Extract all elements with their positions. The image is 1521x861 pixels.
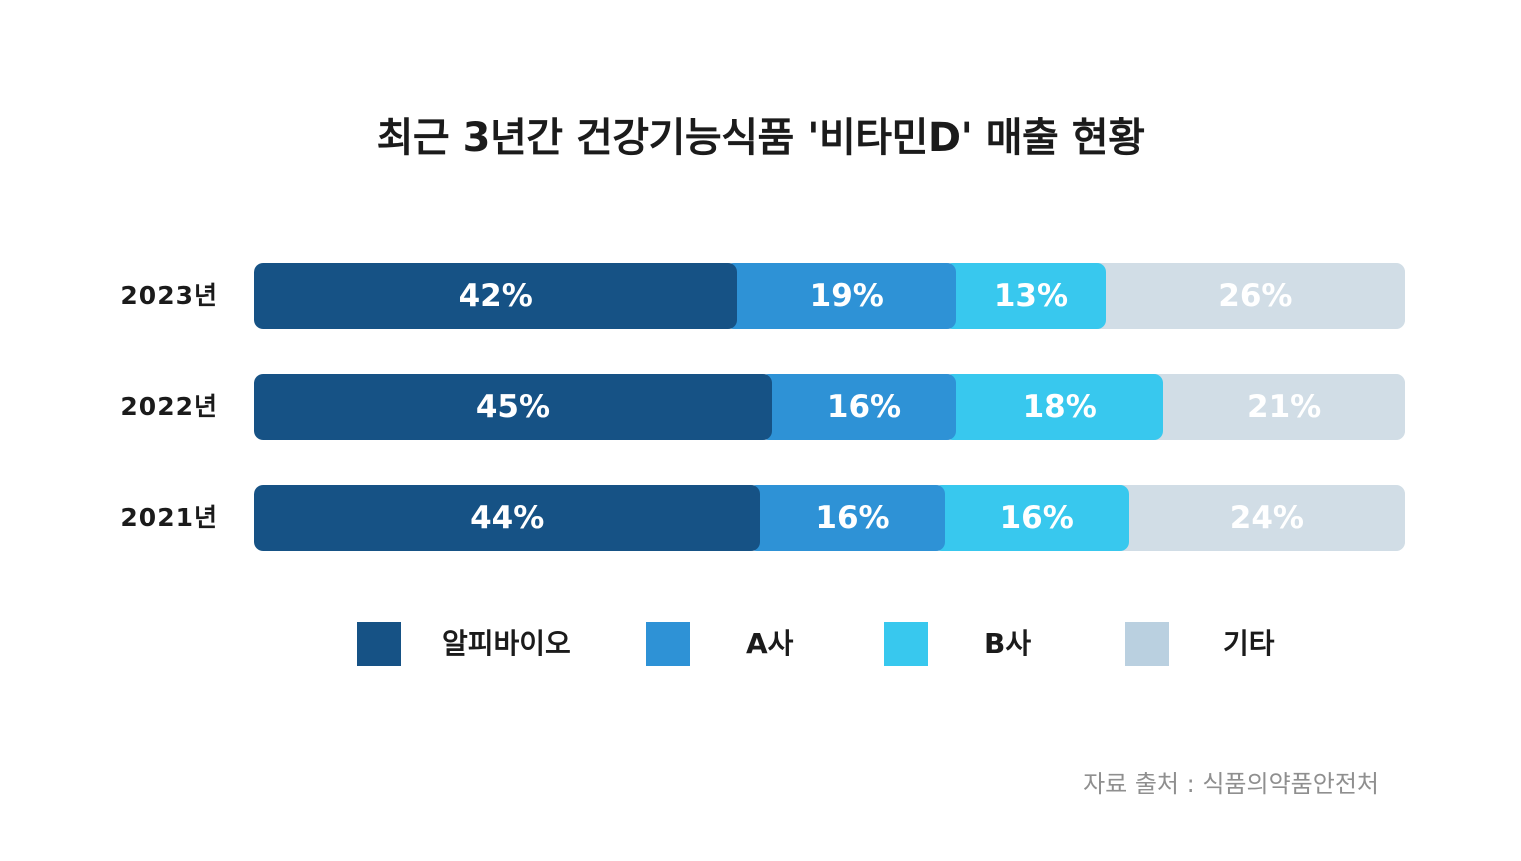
source-note: 자료 출처 : 식품의약품안전처: [1083, 770, 1379, 798]
row-label: 2023년: [120, 281, 218, 310]
bar-segment: 26%: [1093, 263, 1405, 329]
data-label: 44%: [470, 500, 545, 536]
bar-segment: 19%: [725, 263, 957, 329]
legend-swatch: [357, 622, 401, 666]
chart-title: 최근 3년간 건강기능식품 '비타민D' 매출 현황: [376, 115, 1145, 161]
bar-segment: 44%: [254, 485, 761, 551]
data-label: 18%: [1022, 389, 1097, 425]
data-label: 13%: [993, 278, 1069, 314]
row-label: 2021년: [120, 503, 218, 532]
bar-segment: 21%: [1151, 374, 1405, 440]
data-label: 26%: [1218, 278, 1293, 314]
stacked-bar: 42% 19% 13% 26%: [254, 263, 1405, 329]
data-label: 19%: [809, 278, 884, 314]
bar-segment: 13%: [944, 263, 1106, 329]
bar-segment: 18%: [944, 374, 1164, 440]
legend-swatch: [884, 622, 928, 666]
legend-label: 기타: [1223, 627, 1275, 660]
bar-segment: 16%: [932, 485, 1129, 551]
data-label: 16%: [815, 500, 890, 536]
row-label: 2022년: [120, 392, 218, 421]
stacked-bar: 45% 16% 18% 21%: [254, 374, 1405, 440]
legend-label: 알피바이오: [442, 627, 571, 660]
data-label: 16%: [999, 500, 1074, 536]
bar-segment: 45%: [254, 374, 772, 440]
bar-segment: 24%: [1116, 485, 1405, 551]
bar-segment: 16%: [759, 374, 957, 440]
legend-label: B사: [984, 627, 1032, 660]
legend-swatch: [646, 622, 690, 666]
data-label: 45%: [475, 389, 551, 425]
bar-segment: 42%: [254, 263, 738, 329]
data-label: 21%: [1247, 389, 1322, 425]
legend-label: A사: [746, 627, 794, 660]
data-label: 24%: [1229, 500, 1304, 536]
data-label: 16%: [826, 389, 902, 425]
bar-segment: 16%: [748, 485, 945, 551]
data-label: 42%: [458, 278, 533, 314]
legend-swatch: [1125, 622, 1169, 666]
stacked-bar: 44% 16% 16% 24%: [254, 485, 1405, 551]
